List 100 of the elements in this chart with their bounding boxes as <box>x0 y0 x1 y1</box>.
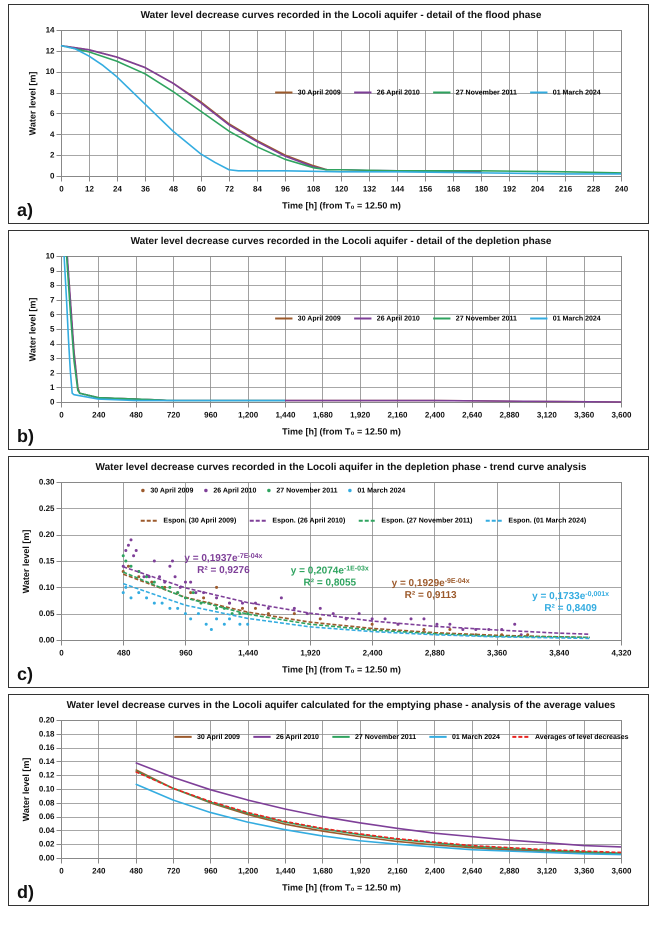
y-tick-label: 0.10 <box>38 582 56 592</box>
x-tick-label: 36 <box>141 184 150 194</box>
x-tick-label: 3,600 <box>611 410 632 420</box>
x-tick-label: 1,920 <box>350 866 371 876</box>
x-tick-label: 180 <box>474 184 489 194</box>
annotation: y = 0,1929e$^{-9E-04x}$ <box>392 578 470 590</box>
x-tick-label: 48 <box>169 184 178 194</box>
y-tick-label: 0.02 <box>38 840 56 849</box>
x-tick-label: 3,600 <box>611 866 632 876</box>
x-tick-label: 0 <box>59 184 64 194</box>
x-axis-title: Time [h] (from T₀ = 12.50 m) <box>282 664 401 674</box>
chart-title: Water level decrease curves recorded in the Locoli aquifer in the depletion phase - trend curve analysis <box>96 462 587 473</box>
x-tick-label: 24 <box>113 184 122 194</box>
y-tick-label: 0 <box>50 172 56 180</box>
y-tick-label: 12 <box>46 46 56 56</box>
x-tick-label: 1,200 <box>238 410 259 420</box>
x-tick-label: 2,880 <box>499 410 520 420</box>
y-tick-label: 6 <box>50 310 56 319</box>
y-tick-label: 0.18 <box>38 729 56 738</box>
x-axis-title: Time [h] (from T₀ = 12.50 m) <box>282 426 401 436</box>
x-tick-label: 216 <box>558 184 573 194</box>
x-tick-label: 2,160 <box>387 866 408 876</box>
x-tick-label: 1,440 <box>275 866 296 876</box>
y-tick-label: 8 <box>50 280 56 290</box>
x-tick-label: 60 <box>197 184 206 194</box>
y-tick-label: 9 <box>50 266 56 276</box>
y-tick-label: 0.30 <box>38 478 56 486</box>
x-tick-label: 2,400 <box>424 410 446 420</box>
x-axis-title: Time [h] (from T₀ = 12.50 m) <box>282 882 401 892</box>
x-tick-label: 156 <box>418 184 433 194</box>
x-tick-label: 720 <box>166 866 181 876</box>
x-tick-label: 1,680 <box>312 866 334 876</box>
annotation: R² = 0,9276 <box>197 564 250 576</box>
x-tick-label: 1,200 <box>238 866 259 876</box>
x-tick-label: 720 <box>166 410 181 420</box>
x-tick-label: 3,360 <box>574 410 595 420</box>
x-tick-label: 2,640 <box>462 866 483 876</box>
chart-title: Water level decrease curves recorded in the Locoli aquifer - detail of the depletion phase <box>130 236 552 247</box>
annotation: R² = 0,8055 <box>304 577 356 588</box>
x-tick-label: 480 <box>129 410 144 420</box>
y-tick-label: 5 <box>50 324 56 334</box>
x-tick-label: 120 <box>334 184 349 194</box>
x-tick-label: 4,320 <box>611 648 632 658</box>
y-tick-label: 10 <box>46 67 56 76</box>
y-axis-title: Water level [m] <box>28 72 38 136</box>
y-axis-title: Water level [m] <box>28 298 38 362</box>
y-axis-title: Water level [m] <box>20 530 31 594</box>
x-axis-title: Time [h] (from T₀ = 12.50 m) <box>282 200 401 210</box>
annotation: y = 0,2074e$^{-1E-03x}$ <box>290 564 369 576</box>
x-tick-label: 0 <box>59 648 64 658</box>
x-tick-label: 132 <box>362 184 377 194</box>
x-tick-label: 0 <box>59 410 64 420</box>
x-tick-label: 3,360 <box>574 866 595 876</box>
y-tick-label: 8 <box>50 88 56 98</box>
x-tick-label: 168 <box>446 184 461 194</box>
annotation: R² = 0,8409 <box>544 602 598 614</box>
y-tick-label: 0.25 <box>38 504 56 513</box>
x-tick-label: 240 <box>614 184 629 194</box>
y-tick-label: 0.04 <box>38 826 56 835</box>
x-tick-label: 240 <box>92 866 106 876</box>
x-tick-label: 480 <box>129 866 144 876</box>
annotation: y = 0,1733e$^{-0,001x}$ <box>532 590 610 602</box>
x-tick-label: 3,840 <box>549 648 570 658</box>
y-axis-title: Water level [m] <box>20 758 31 822</box>
x-tick-label: 84 <box>253 184 262 194</box>
y-tick-label: 0.00 <box>38 854 56 862</box>
y-tick-label: 0.15 <box>38 556 56 566</box>
y-tick-label: 0.08 <box>38 798 56 808</box>
x-tick-label: 1,440 <box>238 648 259 658</box>
x-tick-label: 2,880 <box>499 866 520 876</box>
y-tick-label: 0.05 <box>38 609 56 618</box>
x-tick-label: 3,120 <box>536 866 558 876</box>
x-tick-label: 72 <box>225 184 234 194</box>
text: d) <box>17 882 34 902</box>
y-tick-label: 2 <box>50 150 56 160</box>
chart-title: Water level decrease curves in the Locoli aquifer calculated for the emptying phase - analysis of the average values <box>66 700 616 711</box>
y-tick-label: 14 <box>46 26 56 34</box>
y-tick-label: 6 <box>50 108 56 118</box>
y-tick-label: 7 <box>50 295 56 304</box>
x-tick-label: 108 <box>306 184 321 194</box>
y-tick-label: 10 <box>46 252 56 260</box>
annotation: R² = 0,9113 <box>404 590 458 602</box>
x-tick-label: 96 <box>281 184 290 194</box>
x-tick-label: 0 <box>59 866 64 876</box>
y-tick-label: 0 <box>50 398 56 406</box>
y-tick-label: 4 <box>50 130 56 139</box>
x-tick-label: 1,440 <box>275 410 296 420</box>
y-tick-label: 0.16 <box>38 743 56 752</box>
x-tick-label: 144 <box>390 184 405 194</box>
y-tick-label: 0.20 <box>38 716 56 724</box>
x-tick-label: 228 <box>586 184 601 194</box>
y-tick-label: 0.10 <box>38 784 56 794</box>
x-tick-label: 2,640 <box>462 410 483 420</box>
x-tick-label: 2,400 <box>424 866 446 876</box>
chart-title: Water level decrease curves recorded in the Locoli aquifer - detail of the flood phase <box>140 10 542 21</box>
x-tick-label: 960 <box>204 410 218 420</box>
y-tick-label: 1 <box>50 382 56 392</box>
x-tick-label: 960 <box>179 648 194 658</box>
x-tick-label: 1,680 <box>312 410 334 420</box>
x-tick-label: 3,360 <box>487 648 508 658</box>
